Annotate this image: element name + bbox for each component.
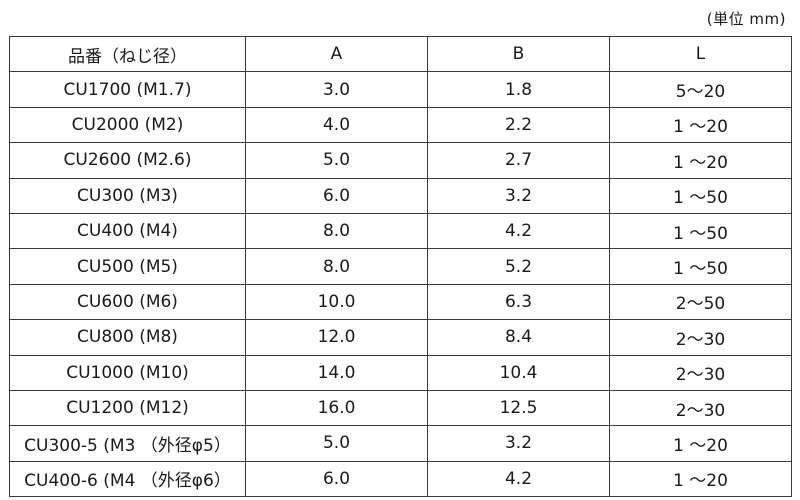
- cell-part-number: CU1000 (M10): [9, 354, 246, 391]
- cell-part-number: CU300 (M3): [9, 177, 246, 214]
- cell-l: 1 ～20: [609, 106, 792, 144]
- cell-l: 1 ～20: [609, 142, 792, 179]
- header-part-number: 品番（ねじ径）: [9, 35, 246, 73]
- table-row: CU300-5 (M3 （外径φ5） 5.0 3.2 1 ～20: [9, 425, 792, 462]
- cell-b: 4.2: [427, 212, 610, 250]
- cell-b: 3.2: [427, 177, 610, 214]
- cell-b: 2.2: [427, 106, 610, 144]
- header-a: A: [245, 35, 428, 73]
- cell-l: 2～50: [609, 283, 792, 321]
- cell-a: 6.0: [245, 177, 428, 214]
- table-row: CU2600 (M2.6) 5.0 2.7 1 ～20: [9, 142, 792, 179]
- table-row: CU400 (M4) 8.0 4.2 1 ～50: [9, 212, 792, 250]
- table-row: CU2000 (M2) 4.0 2.2 1 ～20: [9, 106, 792, 144]
- table-row: CU600 (M6) 10.0 6.3 2～50: [9, 283, 792, 321]
- table-row: CU500 (M5) 8.0 5.2 1 ～50: [9, 248, 792, 285]
- table-row: CU300 (M3) 6.0 3.2 1 ～50: [9, 177, 792, 214]
- cell-b: 2.7: [427, 142, 610, 179]
- cell-b: 12.5: [427, 389, 610, 427]
- cell-l: 1 ～50: [609, 248, 792, 285]
- table-row: CU1700 (M1.7) 3.0 1.8 5～20: [9, 71, 792, 108]
- header-l: L: [609, 35, 792, 73]
- cell-a: 12.0: [245, 319, 428, 356]
- cell-b: 8.4: [427, 319, 610, 356]
- table-header-row: 品番（ねじ径） A B L: [9, 35, 792, 73]
- cell-l: 2～30: [609, 389, 792, 427]
- cell-a: 4.0: [245, 106, 428, 144]
- cell-part-number: CU500 (M5): [9, 248, 246, 285]
- cell-part-number: CU1700 (M1.7): [9, 71, 246, 108]
- cell-l: 1 ～50: [609, 212, 792, 250]
- cell-a: 10.0: [245, 283, 428, 321]
- table-row: CU1200 (M12) 16.0 12.5 2～30: [9, 389, 792, 427]
- cell-a: 14.0: [245, 354, 428, 391]
- cell-a: 8.0: [245, 248, 428, 285]
- cell-a: 6.0: [245, 460, 428, 498]
- cell-part-number: CU400 (M4): [9, 212, 246, 250]
- cell-part-number: CU2000 (M2): [9, 106, 246, 144]
- cell-l: 1 ～20: [609, 425, 792, 462]
- spec-table: 品番（ねじ径） A B L CU1700 (M1.7) 3.0 1.8 5～20…: [9, 35, 792, 498]
- cell-part-number: CU400-6 (M4 （外径φ6）: [9, 460, 246, 498]
- cell-l: 2～30: [609, 319, 792, 356]
- table-row: CU1000 (M10) 14.0 10.4 2～30: [9, 354, 792, 391]
- header-b: B: [427, 35, 610, 73]
- cell-l: 5～20: [609, 71, 792, 108]
- cell-a: 5.0: [245, 142, 428, 179]
- cell-part-number: CU1200 (M12): [9, 389, 246, 427]
- cell-a: 5.0: [245, 425, 428, 462]
- cell-a: 3.0: [245, 71, 428, 108]
- cell-l: 1 ～50: [609, 177, 792, 214]
- cell-l: 1 ～20: [609, 460, 792, 498]
- cell-part-number: CU2600 (M2.6): [9, 142, 246, 179]
- table-row: CU400-6 (M4 （外径φ6） 6.0 4.2 1 ～20: [9, 460, 792, 498]
- cell-l: 2～30: [609, 354, 792, 391]
- cell-part-number: CU600 (M6): [9, 283, 246, 321]
- cell-a: 16.0: [245, 389, 428, 427]
- table-row: CU800 (M8) 12.0 8.4 2～30: [9, 319, 792, 356]
- cell-part-number: CU300-5 (M3 （外径φ5）: [9, 425, 246, 462]
- cell-part-number: CU800 (M8): [9, 319, 246, 356]
- cell-a: 8.0: [245, 212, 428, 250]
- cell-b: 6.3: [427, 283, 610, 321]
- unit-note: (単位 mm): [706, 10, 786, 28]
- cell-b: 4.2: [427, 460, 610, 498]
- cell-b: 5.2: [427, 248, 610, 285]
- cell-b: 3.2: [427, 425, 610, 462]
- cell-b: 10.4: [427, 354, 610, 391]
- cell-b: 1.8: [427, 71, 610, 108]
